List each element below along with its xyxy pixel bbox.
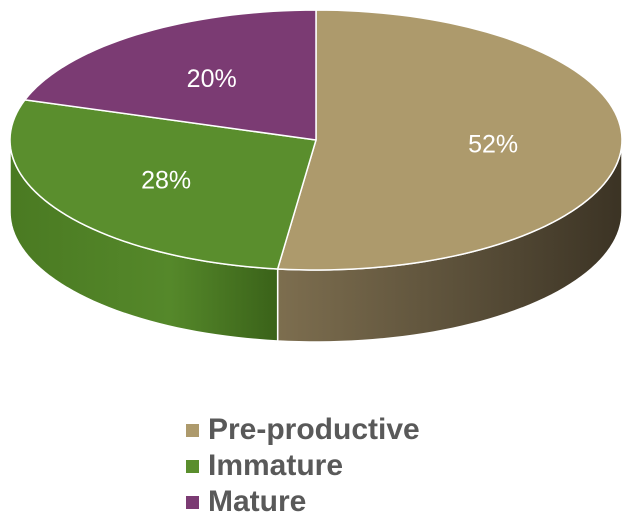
legend-item-immature: Immature — [186, 448, 420, 484]
pie-slice-pre-productive — [276, 9, 623, 271]
pie-slice-mature — [24, 9, 317, 141]
legend-item-pre-productive: Pre-productive — [186, 412, 420, 448]
legend-label-mature: Mature — [208, 485, 307, 518]
legend-swatch-pre-productive — [186, 423, 199, 437]
legend-item-mature: Mature — [186, 484, 420, 520]
data-label-immature: 28% — [141, 166, 191, 194]
legend-label-pre-productive: Pre-productive — [208, 413, 420, 446]
pie-slice-immature — [9, 99, 317, 270]
legend-swatch-mature — [186, 495, 199, 509]
data-label-pre-productive: 52% — [468, 131, 518, 159]
pie-tops — [9, 9, 623, 271]
legend: Pre-productive Immature Mature — [186, 412, 420, 520]
pie-chart-canvas: 52% 28% 20% — [9, 9, 623, 343]
legend-label-immature: Immature — [208, 449, 344, 482]
data-label-mature: 20% — [187, 65, 237, 93]
pie-labels: 52% 28% 20% — [141, 65, 518, 194]
legend-swatch-immature — [186, 459, 199, 473]
